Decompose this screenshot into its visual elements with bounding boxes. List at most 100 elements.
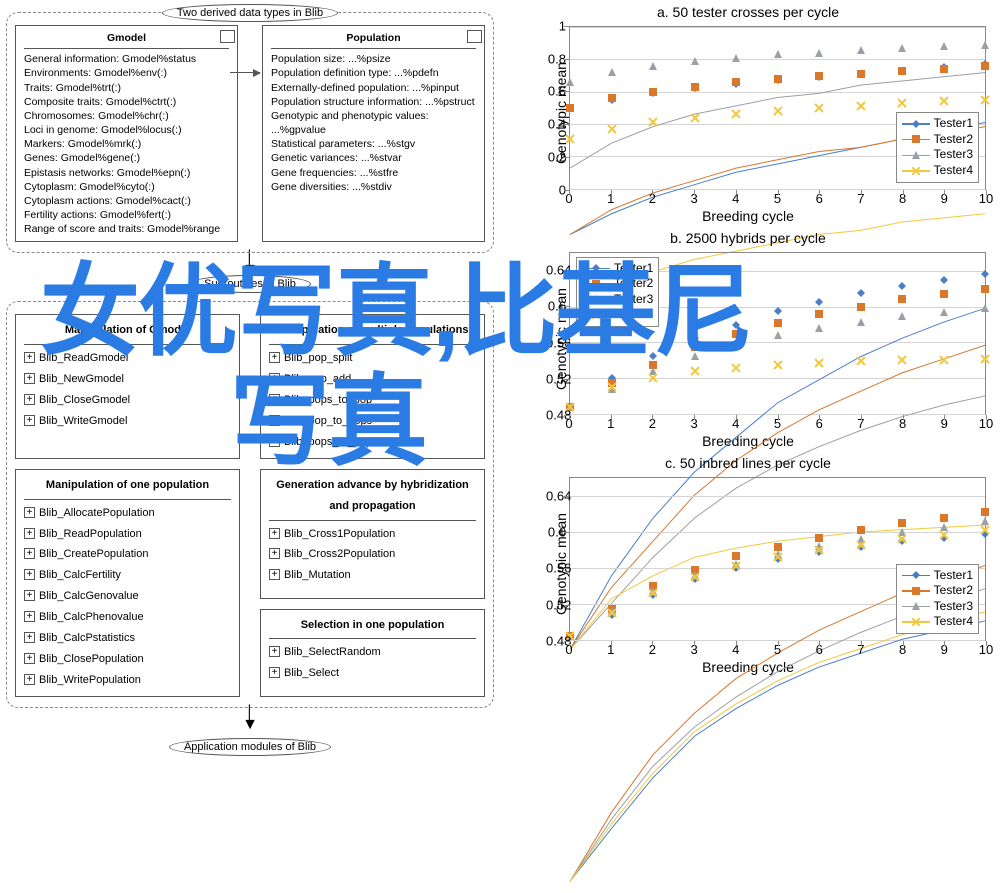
marker-tester4 xyxy=(898,356,906,364)
sub-box-title: Manipulation of multiple populations xyxy=(269,320,476,345)
sub-box: Generation advance by hybridization and … xyxy=(260,469,485,599)
marker-tester4 xyxy=(608,609,616,617)
subroutines-box: Manipulation of Gmodel +Blib_ReadGmodel+… xyxy=(6,301,494,707)
legend-item: Tester3 xyxy=(902,147,973,163)
attr-line: Cytoplasm actions: Gmodel%cact(:) xyxy=(24,194,229,208)
marker-tester1 xyxy=(691,334,699,342)
tick-mark xyxy=(986,641,987,646)
gmodel-title: Gmodel xyxy=(24,31,229,49)
legend-label: Tester4 xyxy=(614,307,653,323)
marker-tester4 xyxy=(857,541,865,549)
sub-box-title: Manipulation of Gmodel xyxy=(24,320,231,345)
marker-tester2 xyxy=(857,526,865,534)
arrow-down-icon: │▼ xyxy=(6,253,494,277)
marker-tester3 xyxy=(898,44,906,52)
legend: Tester1 Tester2 Tester3 Tester4 xyxy=(896,564,979,634)
y-tick-label: 0.56 xyxy=(546,561,566,576)
legend-label: Tester4 xyxy=(934,163,973,179)
marker-tester4 xyxy=(691,367,699,375)
sub-item: +Blib_pop_to_pops xyxy=(269,411,476,432)
legend-label: Tester2 xyxy=(614,276,653,292)
attr-line: Population structure information: ...%ps… xyxy=(271,95,476,109)
marker-tester4 xyxy=(815,359,823,367)
marker-tester2 xyxy=(981,62,989,70)
tick-mark xyxy=(861,190,862,195)
chart-a: a. 50 tester crosses per cycle Genotypic… xyxy=(504,2,992,224)
class-icon xyxy=(220,30,233,41)
chart-b: b. 2500 hybrids per cycle Genotypic mean… xyxy=(504,228,992,450)
marker-tester2 xyxy=(774,75,782,83)
tick-mark xyxy=(819,190,820,195)
marker-tester3 xyxy=(981,517,989,525)
y-tick-label: 0 xyxy=(546,182,566,197)
attr-line: Population size: ...%psize xyxy=(271,52,476,66)
tick-mark xyxy=(944,415,945,420)
population-lines: Population size: ...%psizePopulation def… xyxy=(271,52,476,194)
legend-label: Tester2 xyxy=(934,132,973,148)
plot-area: Tester1 Tester2 Tester3 Tester4 xyxy=(569,477,986,641)
attr-line: Statistical parameters: ...%stgv xyxy=(271,137,476,151)
tick-mark xyxy=(652,190,653,195)
legend-label: Tester3 xyxy=(934,147,973,163)
tick-mark xyxy=(564,270,569,271)
marker-tester1 xyxy=(981,270,989,278)
marker-tester2 xyxy=(691,83,699,91)
tick-mark xyxy=(564,379,569,380)
sub-item: +Blib_Cross2Population xyxy=(269,544,476,565)
tick-mark xyxy=(564,532,569,533)
marker-tester2 xyxy=(608,94,616,102)
marker-tester1 xyxy=(898,282,906,290)
attr-line: Gene diversities: ...%stdiv xyxy=(271,180,476,194)
marker-tester3 xyxy=(566,78,574,86)
marker-tester2 xyxy=(898,295,906,303)
y-tick-label: 0.52 xyxy=(546,371,566,386)
arrow-down-icon: │▼ xyxy=(6,708,494,732)
gmodel-box: Gmodel General information: Gmodel%statu… xyxy=(15,25,238,242)
diagram-panel: Two derived data types in Blib Gmodel Ge… xyxy=(0,0,500,681)
marker-tester4 xyxy=(857,102,865,110)
attr-line: Epistasis networks: Gmodel%epn(:) xyxy=(24,166,229,180)
tick-mark xyxy=(611,641,612,646)
marker-tester4 xyxy=(857,357,865,365)
marker-tester4 xyxy=(940,531,948,539)
marker-tester4 xyxy=(940,97,948,105)
sub-item: +Blib_CloseGmodel xyxy=(24,390,231,411)
attr-line: Range of score and traits: Gmodel%range xyxy=(24,222,229,236)
population-box: Population Population size: ...%psizePop… xyxy=(262,25,485,242)
attr-line: Composite traits: Gmodel%ctrt(:) xyxy=(24,95,229,109)
marker-tester4 xyxy=(649,589,657,597)
attr-line: Environments: Gmodel%env(:) xyxy=(24,66,229,80)
plot-area: Tester1 Tester2 Tester3 Tester4 xyxy=(569,26,986,190)
subs-oval: Subroutines in Blib xyxy=(189,275,311,293)
sub-item: +Blib_ClosePopulation xyxy=(24,649,231,670)
legend-label: Tester3 xyxy=(614,292,653,308)
sub-item: +Blib_pop_split xyxy=(269,348,476,369)
legend-label: Tester1 xyxy=(934,116,973,132)
tick-mark xyxy=(944,190,945,195)
marker-tester4 xyxy=(774,361,782,369)
legend-label: Tester1 xyxy=(934,568,973,584)
marker-tester2 xyxy=(981,285,989,293)
attr-line: Chromosomes: Gmodel%chr(:) xyxy=(24,109,229,123)
marker-tester2 xyxy=(732,78,740,86)
population-title: Population xyxy=(271,31,476,49)
marker-tester4 xyxy=(815,104,823,112)
marker-tester1 xyxy=(815,298,823,306)
tick-mark xyxy=(903,190,904,195)
legend-item: Tester1 xyxy=(902,116,973,132)
marker-tester2 xyxy=(898,519,906,527)
legend-item: Tester4 xyxy=(902,614,973,630)
tick-mark xyxy=(564,568,569,569)
legend-label: Tester2 xyxy=(934,583,973,599)
marker-tester1 xyxy=(649,352,657,360)
marker-tester3 xyxy=(774,50,782,58)
attr-line: General information: Gmodel%status xyxy=(24,52,229,66)
marker-tester4 xyxy=(898,535,906,543)
marker-tester4 xyxy=(732,562,740,570)
sub-item: +Blib_CalcPhenovalue xyxy=(24,607,231,628)
marker-tester2 xyxy=(815,534,823,542)
tick-mark xyxy=(903,415,904,420)
legend-item: Tester2 xyxy=(582,276,653,292)
attr-line: Cytoplasm: Gmodel%cyto(:) xyxy=(24,180,229,194)
tick-mark xyxy=(564,605,569,606)
